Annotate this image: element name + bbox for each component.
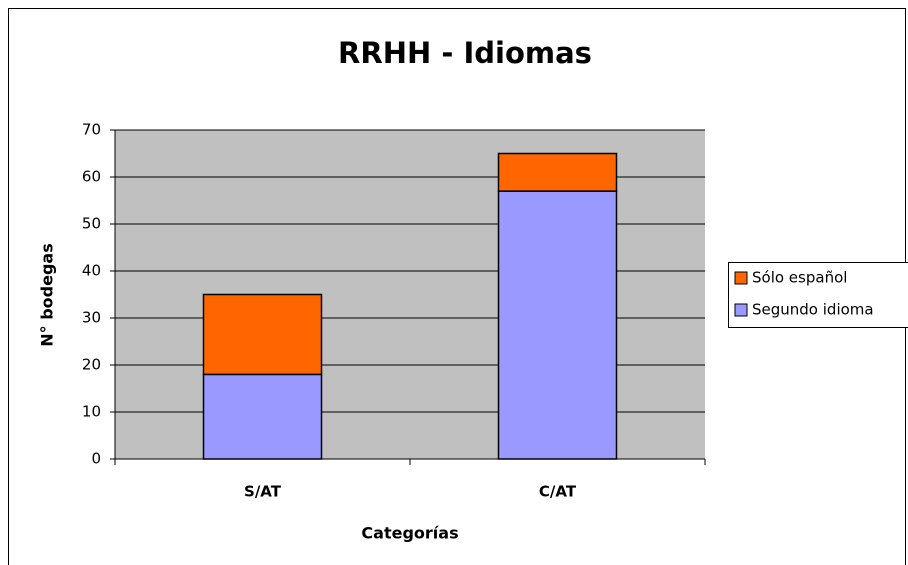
legend-label: Segundo idioma bbox=[752, 301, 874, 319]
legend-box bbox=[728, 262, 908, 328]
x-tick-label: C/AT bbox=[539, 483, 577, 501]
y-tick-label: 10 bbox=[82, 403, 101, 421]
y-tick-label: 50 bbox=[82, 215, 101, 233]
legend-swatch bbox=[734, 303, 748, 317]
bar-segment bbox=[202, 293, 323, 376]
y-tick-label: 30 bbox=[82, 309, 101, 327]
y-tick-label: 20 bbox=[82, 356, 101, 374]
y-tick-label: 60 bbox=[82, 168, 101, 186]
x-axis-label: Categorías bbox=[361, 524, 458, 543]
bar-segment bbox=[497, 152, 618, 192]
bar-segment bbox=[497, 190, 618, 460]
y-tick-label: 70 bbox=[82, 121, 101, 139]
x-tick-label: S/AT bbox=[244, 483, 282, 501]
y-tick-label: 40 bbox=[82, 262, 101, 280]
legend-swatch bbox=[734, 271, 748, 285]
y-axis-label: N° bodegas bbox=[38, 243, 57, 346]
bar-segment bbox=[202, 373, 323, 460]
chart-title: RRHH - Idiomas bbox=[338, 36, 592, 70]
y-tick-label: 0 bbox=[91, 450, 101, 468]
legend-label: Sólo español bbox=[752, 269, 847, 287]
